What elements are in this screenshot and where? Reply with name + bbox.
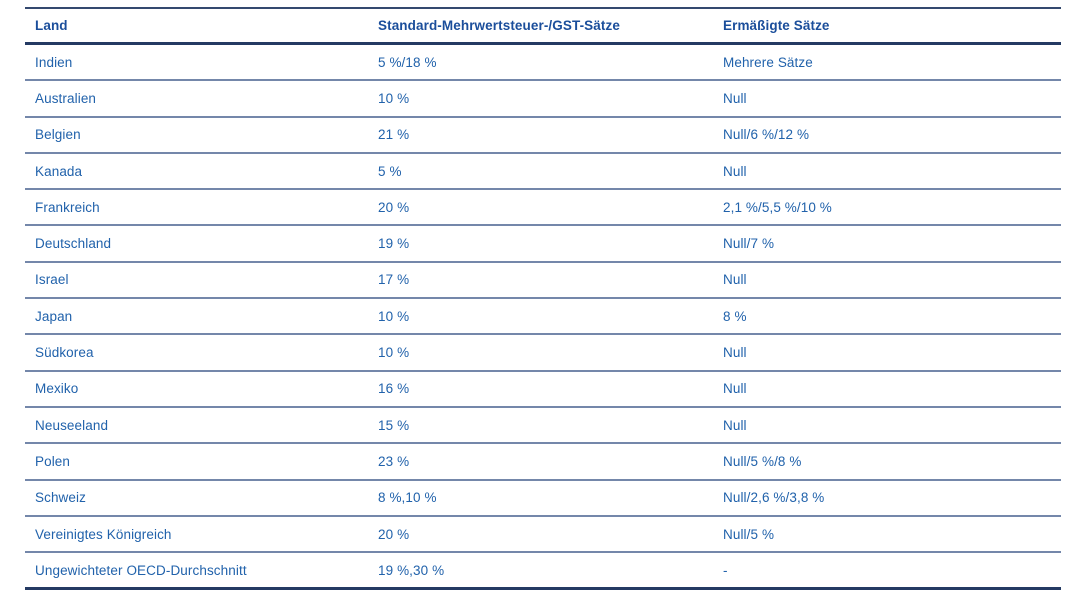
cell-country: Vereinigtes Königreich (35, 526, 172, 542)
cell-standard-rate: 17 % (378, 272, 410, 288)
cell-country: Mexiko (35, 381, 79, 397)
table-row: Vereinigtes Königreich 20 % Null/5 % (25, 517, 1061, 554)
cell-reduced-rate: - (723, 562, 728, 578)
cell-country: Australien (35, 90, 97, 106)
cell-standard-rate: 10 % (378, 308, 410, 324)
cell-standard-rate: 8 %,10 % (378, 490, 437, 506)
cell-reduced-rate: Null/7 % (723, 236, 775, 252)
cell-standard-rate: 19 % (378, 236, 410, 252)
cell-country: Indien (35, 54, 73, 70)
cell-country: Südkorea (35, 345, 94, 361)
cell-country: Belgien (35, 127, 81, 143)
cell-country: Schweiz (35, 490, 86, 506)
table-row: Kanada 5 % Null (25, 154, 1061, 191)
cell-reduced-rate: Null (723, 90, 747, 106)
cell-country: Kanada (35, 163, 83, 179)
cell-country: Polen (35, 453, 71, 469)
cell-standard-rate: 16 % (378, 381, 410, 397)
table-row: Ungewichteter OECD-Durchschnitt 19 %,30 … (25, 553, 1061, 587)
table-row: Deutschland 19 % Null/7 % (25, 226, 1061, 263)
cell-reduced-rate: 8 % (723, 308, 747, 324)
cell-standard-rate: 10 % (378, 345, 410, 361)
table-row: Frankreich 20 % 2,1 %/5,5 %/10 % (25, 190, 1061, 227)
table-row: Polen 23 % Null/5 %/8 % (25, 444, 1061, 481)
table-row: Australien 10 % Null (25, 81, 1061, 118)
cell-reduced-rate: Null/5 %/8 % (723, 453, 802, 469)
cell-reduced-rate: Null (723, 345, 747, 361)
cell-reduced-rate: Null (723, 163, 747, 179)
cell-reduced-rate: Null/2,6 %/3,8 % (723, 490, 825, 506)
cell-country: Deutschland (35, 236, 112, 252)
column-header-standard-rate: Standard-Mehrwertsteuer-/GST-Sätze (378, 18, 620, 33)
table-row: Japan 10 % 8 % (25, 299, 1061, 336)
table-row: Mexiko 16 % Null (25, 372, 1061, 408)
cell-standard-rate: 20 % (378, 526, 410, 542)
table-row: Schweiz 8 %,10 % Null/2,6 %/3,8 % (25, 481, 1061, 517)
cell-country: Frankreich (35, 199, 100, 215)
cell-reduced-rate: Null/6 %/12 % (723, 127, 810, 143)
cell-country: Japan (35, 308, 73, 324)
cell-country: Neuseeland (35, 417, 109, 433)
cell-reduced-rate: Null (723, 272, 747, 288)
table-row: Südkorea 10 % Null (25, 335, 1061, 372)
cell-standard-rate: 10 % (378, 90, 410, 106)
vat-rates-table: Land Standard-Mehrwertsteuer-/GST-Sätze … (25, 7, 1061, 591)
cell-country: Ungewichteter OECD-Durchschnitt (35, 562, 247, 578)
column-header-reduced-rate: Ermäßigte Sätze (723, 18, 830, 33)
table-row: Indien 5 %/18 % Mehrere Sätze (25, 45, 1061, 82)
cell-reduced-rate: Mehrere Sätze (723, 54, 813, 70)
table-header-row: Land Standard-Mehrwertsteuer-/GST-Sätze … (25, 9, 1061, 45)
cell-standard-rate: 5 % (378, 163, 402, 179)
cell-reduced-rate: Null (723, 381, 747, 397)
column-header-country: Land (35, 18, 68, 33)
cell-standard-rate: 23 % (378, 453, 410, 469)
cell-reduced-rate: Null/5 % (723, 526, 775, 542)
cell-standard-rate: 20 % (378, 199, 410, 215)
cell-standard-rate: 21 % (378, 127, 410, 143)
table-row: Neuseeland 15 % Null (25, 408, 1061, 445)
table-row: Israel 17 % Null (25, 263, 1061, 300)
cell-reduced-rate: 2,1 %/5,5 %/10 % (723, 199, 832, 215)
cell-standard-rate: 5 %/18 % (378, 54, 437, 70)
cell-reduced-rate: Null (723, 417, 747, 433)
cell-standard-rate: 15 % (378, 417, 410, 433)
table-row: Belgien 21 % Null/6 %/12 % (25, 118, 1061, 154)
cell-country: Israel (35, 272, 69, 288)
cell-standard-rate: 19 %,30 % (378, 562, 445, 578)
